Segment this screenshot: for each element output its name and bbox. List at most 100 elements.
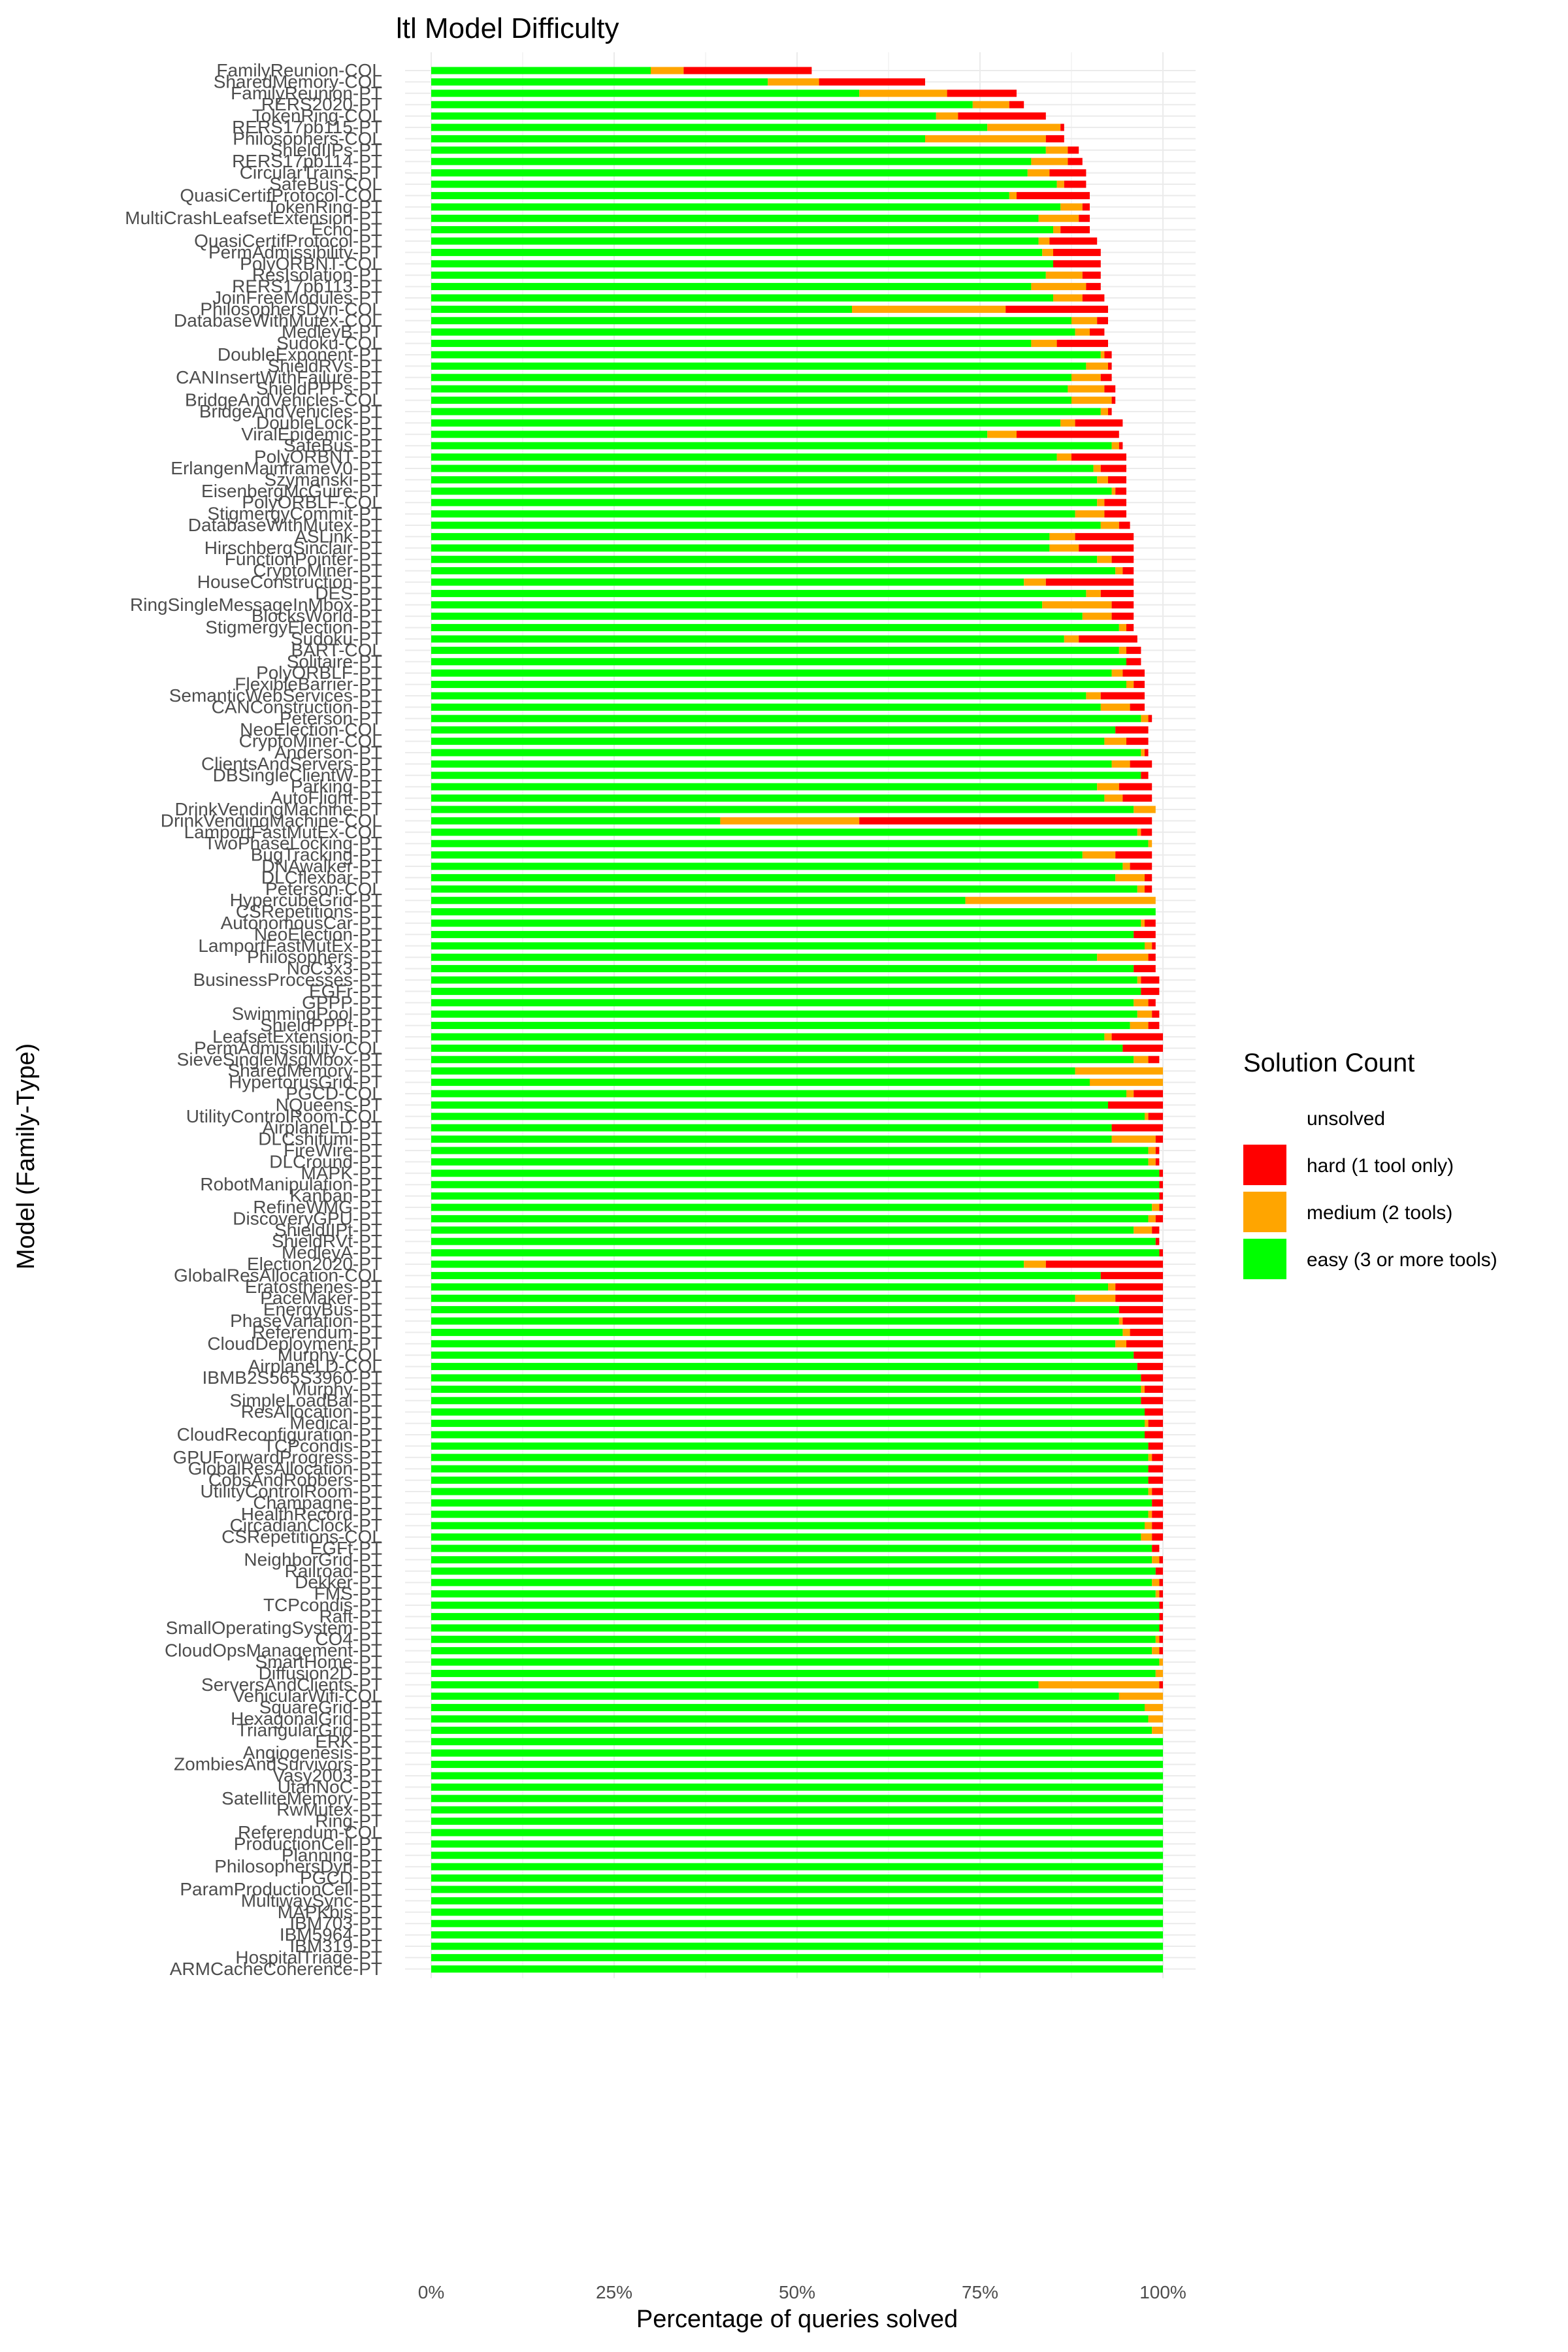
y-tick-label: CircularTrains-PT: [240, 163, 382, 183]
bar-segment-hard: [1141, 772, 1149, 779]
y-tick-label: Planning-PT: [282, 1845, 382, 1865]
bar-segment-easy: [431, 1306, 1119, 1314]
bar-segment-medium: [1031, 340, 1057, 348]
legend-key-medium: [1243, 1192, 1286, 1232]
y-tick-label: CloudOpsManagement-PT: [165, 1641, 382, 1661]
bar-segment-easy: [431, 1237, 1156, 1245]
y-tick-label: Railroad-PT: [285, 1561, 382, 1581]
bar-segment-hard: [1145, 919, 1156, 927]
bar-segment-easy: [431, 715, 1141, 723]
bar-segment-hard: [1152, 1454, 1163, 1462]
bar-segment-easy: [431, 1431, 1145, 1439]
bar-segment-medium: [1093, 465, 1101, 472]
bar-segment-hard: [1134, 930, 1156, 938]
bar-segment-hard: [1148, 1442, 1163, 1450]
bar-segment-hard: [1060, 123, 1064, 131]
bar-segment-hard: [1159, 1249, 1163, 1257]
bar-segment-medium: [1152, 1726, 1163, 1734]
bar-segment-easy: [431, 1692, 1119, 1700]
bar-segment-medium: [1159, 1658, 1163, 1666]
bar-segment-hard: [1104, 498, 1126, 506]
bar-segment-medium: [1152, 1578, 1160, 1586]
bar-segment-easy: [431, 1681, 1039, 1689]
y-tick-label: HypertorusGrid-PT: [229, 1072, 382, 1092]
bar-segment-medium: [1009, 191, 1017, 199]
y-tick-label: Vasy2003-PT: [272, 1765, 382, 1786]
bar-segment-easy: [431, 1340, 1116, 1348]
bar-segment-medium: [768, 78, 819, 86]
bar-segment-easy: [431, 806, 1134, 813]
y-tick-label: CryptoMiner-COL: [239, 731, 382, 751]
bar-segment-easy: [431, 203, 1061, 211]
bar-segment-easy: [431, 1408, 1145, 1416]
bar-segment-hard: [1148, 715, 1152, 723]
bar-segment-medium: [1111, 1135, 1156, 1143]
y-tick-label: RERS2020-PT: [261, 94, 382, 114]
bar-segment-medium: [1045, 271, 1083, 279]
bar-segment-hard: [1122, 1044, 1163, 1052]
bar-segment-medium: [1115, 1340, 1126, 1348]
y-tick-label: LamportFastMutEx-COL: [184, 822, 382, 842]
bar-segment-medium: [1111, 760, 1130, 768]
bar-segment-easy: [431, 1454, 1149, 1462]
bar-segment-easy: [431, 1669, 1156, 1677]
y-tick-label: CloudDeployment-PT: [207, 1333, 382, 1354]
y-tick-label: Szymanski-PT: [265, 469, 382, 489]
bar-segment-medium: [1042, 248, 1053, 256]
bar-segment-medium: [1053, 226, 1061, 234]
bar-segment-easy: [431, 1090, 1126, 1098]
y-tick-label: CO4-PT: [315, 1629, 382, 1649]
bar-segment-medium: [1082, 851, 1116, 859]
bar-segment-easy: [431, 1761, 1163, 1769]
bar-segment-easy: [431, 1249, 1160, 1257]
y-tick-label: NeighborGrid-PT: [244, 1549, 382, 1569]
bar-segment-easy: [431, 965, 1134, 973]
x-tick-label: 25%: [596, 2282, 632, 2302]
bar-segment-medium: [1111, 669, 1123, 677]
y-tick-label: PolyORBNT-PT: [254, 447, 382, 467]
y-tick-label: ProductionCell-PT: [234, 1833, 382, 1854]
bar-segment-easy: [431, 248, 1043, 256]
y-tick-label: DLCflexbar-PT: [261, 867, 382, 887]
legend-label-unsolved: unsolved: [1307, 1108, 1385, 1130]
y-tick-label: DiscoveryGPU-PT: [233, 1208, 382, 1228]
bar-segment-medium: [1119, 624, 1126, 632]
bar-segment-easy: [431, 624, 1119, 632]
y-tick-label: GlobalResAllocation-PT: [188, 1458, 382, 1478]
bar-segment-hard: [1159, 1647, 1163, 1655]
y-tick-label: ARMCacheCoherence-PT: [170, 1959, 382, 1979]
bar-segment-easy: [431, 476, 1098, 483]
bar-segment-easy: [431, 271, 1046, 279]
bar-segment-easy: [431, 772, 1141, 779]
bar-segment-easy: [431, 1590, 1156, 1598]
bar-segment-easy: [431, 1601, 1160, 1609]
bar-segment-easy: [431, 442, 1112, 449]
y-tick-label: SemanticWebServices-PT: [169, 685, 382, 706]
bar-segment-medium: [1031, 157, 1068, 165]
bar-segment-easy: [431, 1635, 1156, 1643]
y-tick-label: ClientsAndServers-PT: [201, 753, 382, 774]
y-axis-label: Model (Family-Type): [12, 1043, 40, 1269]
bar-segment-hard: [1141, 828, 1152, 836]
bar-segment-medium: [1148, 840, 1152, 847]
y-tick-label: EisenbergMcGuire-PT: [201, 481, 382, 501]
bar-segment-hard: [1126, 658, 1141, 666]
bar-segment-hard: [1134, 965, 1156, 973]
bar-segment-easy: [431, 1351, 1134, 1359]
bar-segment-easy: [431, 919, 1141, 927]
bar-segment-hard: [1152, 1511, 1163, 1518]
bar-segment-hard: [1082, 271, 1101, 279]
bar-segment-hard: [1111, 397, 1116, 404]
bar-segment-easy: [431, 760, 1112, 768]
bar-segment-medium: [965, 896, 1156, 904]
bar-segment-easy: [431, 67, 651, 74]
bar-segment-easy: [431, 1556, 1152, 1563]
bar-segment-hard: [1148, 1056, 1160, 1064]
bar-segment-easy: [431, 999, 1134, 1007]
y-tick-label: JoinFreeModules-PT: [212, 287, 382, 308]
bar-segment-easy: [431, 1567, 1156, 1575]
bar-segment-hard: [1134, 1090, 1163, 1098]
y-tick-label: CSRepetitions-COL: [221, 1527, 382, 1547]
y-tick-label: Referendum-PT: [252, 1322, 382, 1342]
